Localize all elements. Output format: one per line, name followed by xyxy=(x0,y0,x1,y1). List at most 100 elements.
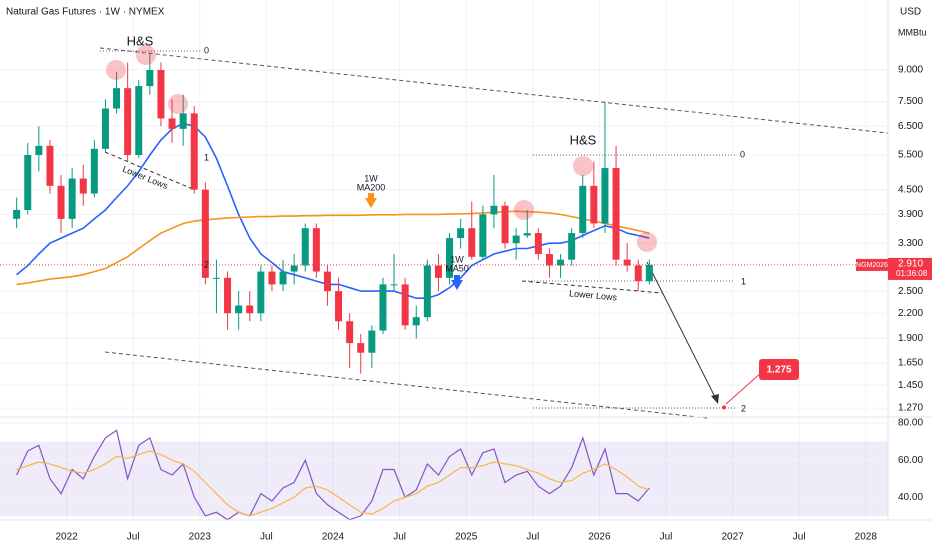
x-tick-label: 2026 xyxy=(588,532,611,543)
pattern-label: H&S xyxy=(127,33,154,48)
y-tick-label: 5.500 xyxy=(898,150,923,161)
highlight-circle xyxy=(573,156,593,176)
candle-body xyxy=(601,168,609,224)
fib-label: 1 xyxy=(741,276,746,286)
candle-body xyxy=(534,233,542,255)
grid xyxy=(0,0,888,520)
candle-body xyxy=(201,189,209,278)
x-tick-label: 2027 xyxy=(721,532,744,543)
ma-label: MA50 xyxy=(445,263,469,273)
y-tick-label: 2.200 xyxy=(898,308,923,319)
candle-body xyxy=(623,259,631,266)
x-tick-label: Jul xyxy=(393,532,406,543)
pattern-label: H&S xyxy=(570,132,597,147)
candle-body xyxy=(146,69,154,87)
candle-body xyxy=(246,305,254,314)
candle-body xyxy=(46,145,54,186)
x-tick-label: 2022 xyxy=(55,532,78,543)
x-tick-label: 2024 xyxy=(322,532,345,543)
candle-body xyxy=(523,233,531,236)
candle-body xyxy=(401,284,409,326)
candle-body xyxy=(557,259,565,266)
candle-body xyxy=(645,264,653,282)
candle-body xyxy=(468,228,476,257)
candle-body xyxy=(490,205,498,215)
x-tick-label: Jul xyxy=(793,532,806,543)
y-tick-label: 1.450 xyxy=(898,380,923,391)
chart-title: Natural Gas Futures · 1W · NYMEX xyxy=(6,7,165,18)
y-tick-label: 1.270 xyxy=(898,403,923,414)
candle-body xyxy=(512,235,520,244)
candle-body xyxy=(301,228,309,266)
currency-label: USD xyxy=(900,7,921,18)
highlight-circle xyxy=(637,232,657,252)
candle-body xyxy=(24,155,32,210)
candle-body xyxy=(124,88,132,156)
candle-body xyxy=(57,185,65,219)
ma-label: 1W xyxy=(364,173,378,183)
symbol-tag-label: NGM2026 xyxy=(856,262,888,269)
highlight-circle xyxy=(106,60,126,80)
candle-body xyxy=(257,271,265,314)
drawings xyxy=(99,47,889,419)
unit-label: MMBtu xyxy=(898,27,927,37)
x-tick-label: Jul xyxy=(260,532,273,543)
pattern-circles xyxy=(106,45,657,252)
target-point xyxy=(722,405,726,410)
moving-average xyxy=(16,122,650,299)
fib-label: 0 xyxy=(740,149,745,159)
lower-lows-label: Lower Lows xyxy=(569,288,618,302)
candle-body xyxy=(346,321,354,344)
price-tag-label: 2.910 xyxy=(898,259,923,270)
y-tick-label: 1.650 xyxy=(898,358,923,369)
y-tick-label: 3.900 xyxy=(898,209,923,220)
highlight-circle xyxy=(168,94,188,114)
candle-body xyxy=(323,271,331,292)
candle-body xyxy=(335,291,343,322)
candle-body xyxy=(412,317,420,326)
candle-body xyxy=(446,238,454,278)
x-tick-label: 2028 xyxy=(855,532,878,543)
candle-body xyxy=(168,118,176,129)
candle-body xyxy=(135,86,143,156)
candle-body xyxy=(79,178,87,194)
candle-body xyxy=(312,228,320,272)
candle-body xyxy=(290,265,298,272)
candle-body xyxy=(68,178,76,219)
y-tick-label: 7.500 xyxy=(898,96,923,107)
y-tick-label: 40.00 xyxy=(898,492,923,503)
y-tick-label: 60.00 xyxy=(898,455,923,466)
price-tag xyxy=(888,257,932,280)
ma200-arrow xyxy=(365,193,377,208)
rsi-line xyxy=(16,429,650,521)
candle-body xyxy=(434,265,442,278)
fib-label: 2 xyxy=(204,259,209,269)
channel-bottom xyxy=(104,351,708,419)
candle-body xyxy=(101,108,109,149)
target-connector xyxy=(725,371,763,405)
moving-average xyxy=(16,210,650,286)
candle-body xyxy=(590,185,598,224)
candle-body xyxy=(212,277,220,279)
ma-label: MA200 xyxy=(357,182,386,192)
lower-lows-line xyxy=(521,280,663,294)
highlight-circle xyxy=(136,45,156,65)
candle-body xyxy=(579,185,587,234)
y-tick-label: 4.500 xyxy=(898,184,923,195)
x-tick-label: Jul xyxy=(660,532,673,543)
candle-body xyxy=(634,265,642,282)
candle-body xyxy=(179,113,187,129)
candle-body xyxy=(113,88,121,109)
y-tick-label: 9.000 xyxy=(898,65,923,76)
target-label: 1.275 xyxy=(766,365,791,376)
ma-label: 1W xyxy=(450,254,464,264)
candle-body xyxy=(379,284,387,331)
candle-body xyxy=(457,228,465,239)
x-tick-label: Jul xyxy=(127,532,140,543)
y-tick-label: 80.00 xyxy=(898,418,923,429)
price-marks xyxy=(0,51,888,410)
candle-body xyxy=(268,271,276,285)
y-tick-label: 1.900 xyxy=(898,333,923,344)
